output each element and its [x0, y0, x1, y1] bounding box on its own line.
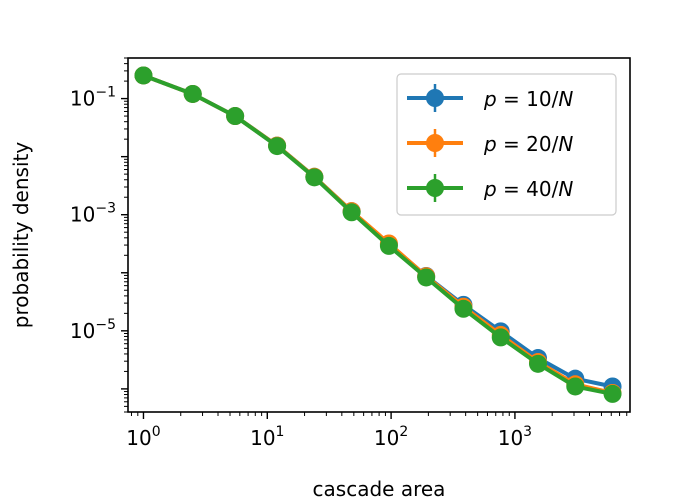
legend-label: p = 10/N [483, 87, 573, 111]
data-point [379, 236, 398, 255]
data-point [268, 137, 287, 156]
y-tick-label: 10−5 [70, 317, 116, 343]
data-point [491, 328, 510, 347]
x-axis: 100 101 102 103 [126, 412, 628, 450]
data-point [226, 107, 245, 126]
legend-box [396, 73, 617, 216]
data-point [529, 354, 548, 373]
legend-marker [426, 89, 444, 107]
data-point [305, 168, 324, 187]
legend-label: p = 20/N [483, 132, 573, 156]
legend-label: p = 40/N [483, 177, 573, 201]
data-point [454, 299, 473, 318]
x-tick-label: 103 [498, 424, 532, 450]
x-axis-label: cascade area [313, 477, 446, 500]
y-axis: 10−1 10−3 10−5 [70, 57, 128, 413]
data-point [342, 203, 361, 222]
legend-item: p = 40/N [407, 174, 573, 202]
series-3 [134, 66, 622, 403]
y-tick-label: 10−1 [70, 85, 116, 111]
x-tick-label: 101 [250, 424, 284, 450]
y-tick-label: 10−3 [70, 201, 116, 227]
legend: p = 10/N p = 20/N p = 40/N [396, 73, 617, 216]
legend-item: p = 20/N [407, 129, 573, 157]
data-point [566, 377, 585, 396]
x-tick-label: 100 [126, 424, 160, 450]
legend-marker [426, 134, 444, 152]
x-tick-label: 102 [374, 424, 408, 450]
data-point [183, 84, 202, 103]
series-layer [134, 66, 622, 403]
data-point [134, 66, 153, 85]
data-point [417, 268, 436, 287]
data-point [603, 384, 622, 403]
legend-marker [426, 179, 444, 197]
y-axis-label: probability density [9, 142, 33, 329]
legend-item: p = 10/N [407, 84, 573, 112]
